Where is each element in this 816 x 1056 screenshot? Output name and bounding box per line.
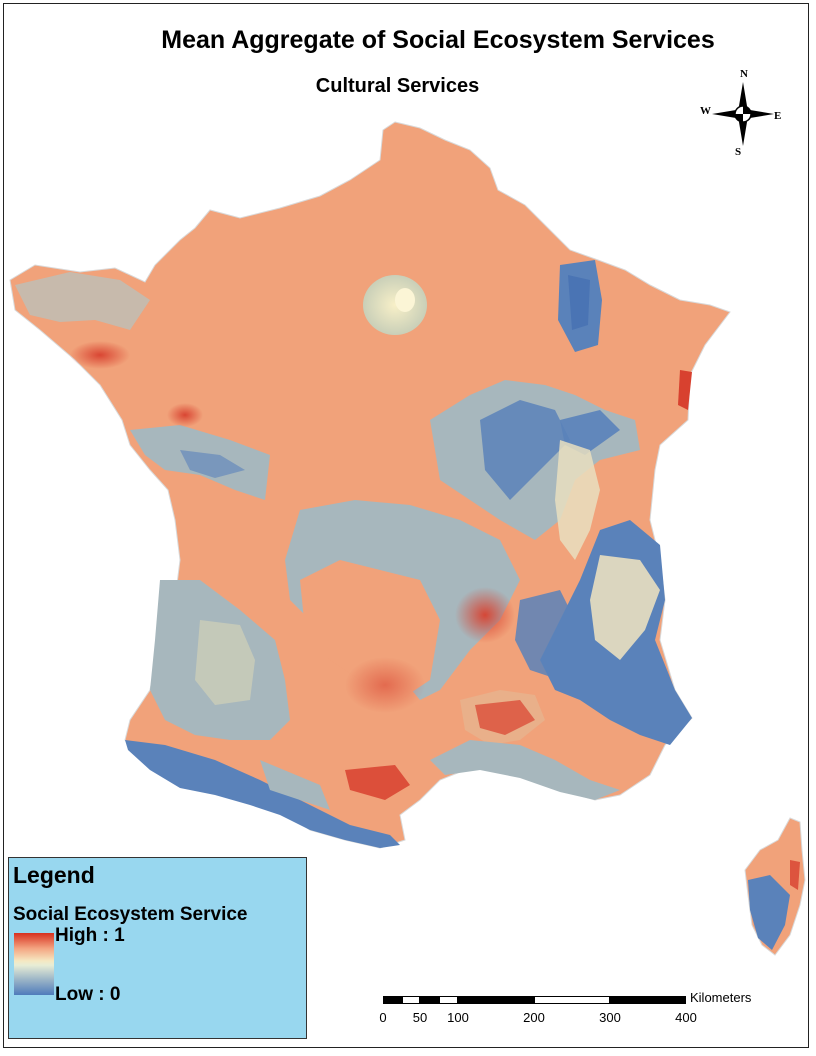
legend-high-label: High : 1 (55, 925, 125, 946)
pyrenees-zone (125, 740, 400, 848)
scale-segment (383, 996, 402, 1004)
legend-layer-name: Social Ecosystem Service (13, 904, 248, 925)
scale-tick: 100 (447, 1010, 469, 1025)
map-subtitle: Cultural Services (315, 75, 480, 97)
map-frame (3, 3, 809, 1048)
map-legend: Legend Social Ecosystem Service High : 1… (8, 857, 307, 1039)
compass-e: E (774, 110, 782, 122)
scale-segment (420, 996, 439, 1004)
mainland-france (9, 121, 731, 849)
legend-title: Legend (13, 862, 95, 888)
scale-segment (458, 996, 534, 1004)
compass-w: W (700, 105, 711, 117)
scale-segment (439, 996, 458, 1004)
compass-s: S (735, 146, 742, 158)
scale-segment (534, 996, 610, 1004)
scale-bar: Kilometers 0 50 100 200 300 400 (379, 990, 751, 1030)
scale-tick: 300 (599, 1010, 621, 1025)
north-arrow: N W E S (700, 68, 784, 160)
scale-unit: Kilometers (690, 990, 752, 1005)
map-title: Mean Aggregate of Social Ecosystem Servi… (161, 26, 715, 54)
scale-tick: 0 (379, 1010, 387, 1025)
brittany-region (15, 272, 150, 330)
compass-rose-icon (712, 82, 774, 146)
legend-color-ramp (14, 933, 54, 995)
paris-zone (363, 275, 427, 335)
scale-segment (402, 996, 420, 1004)
scale-tick: 400 (675, 1010, 697, 1025)
scale-tick: 200 (523, 1010, 545, 1025)
scale-tick: 50 (412, 1010, 428, 1025)
hotspot-auvergne (455, 587, 515, 643)
legend-low-label: Low : 0 (55, 984, 121, 1005)
compass-n: N (740, 68, 748, 80)
scale-segment (610, 996, 686, 1004)
